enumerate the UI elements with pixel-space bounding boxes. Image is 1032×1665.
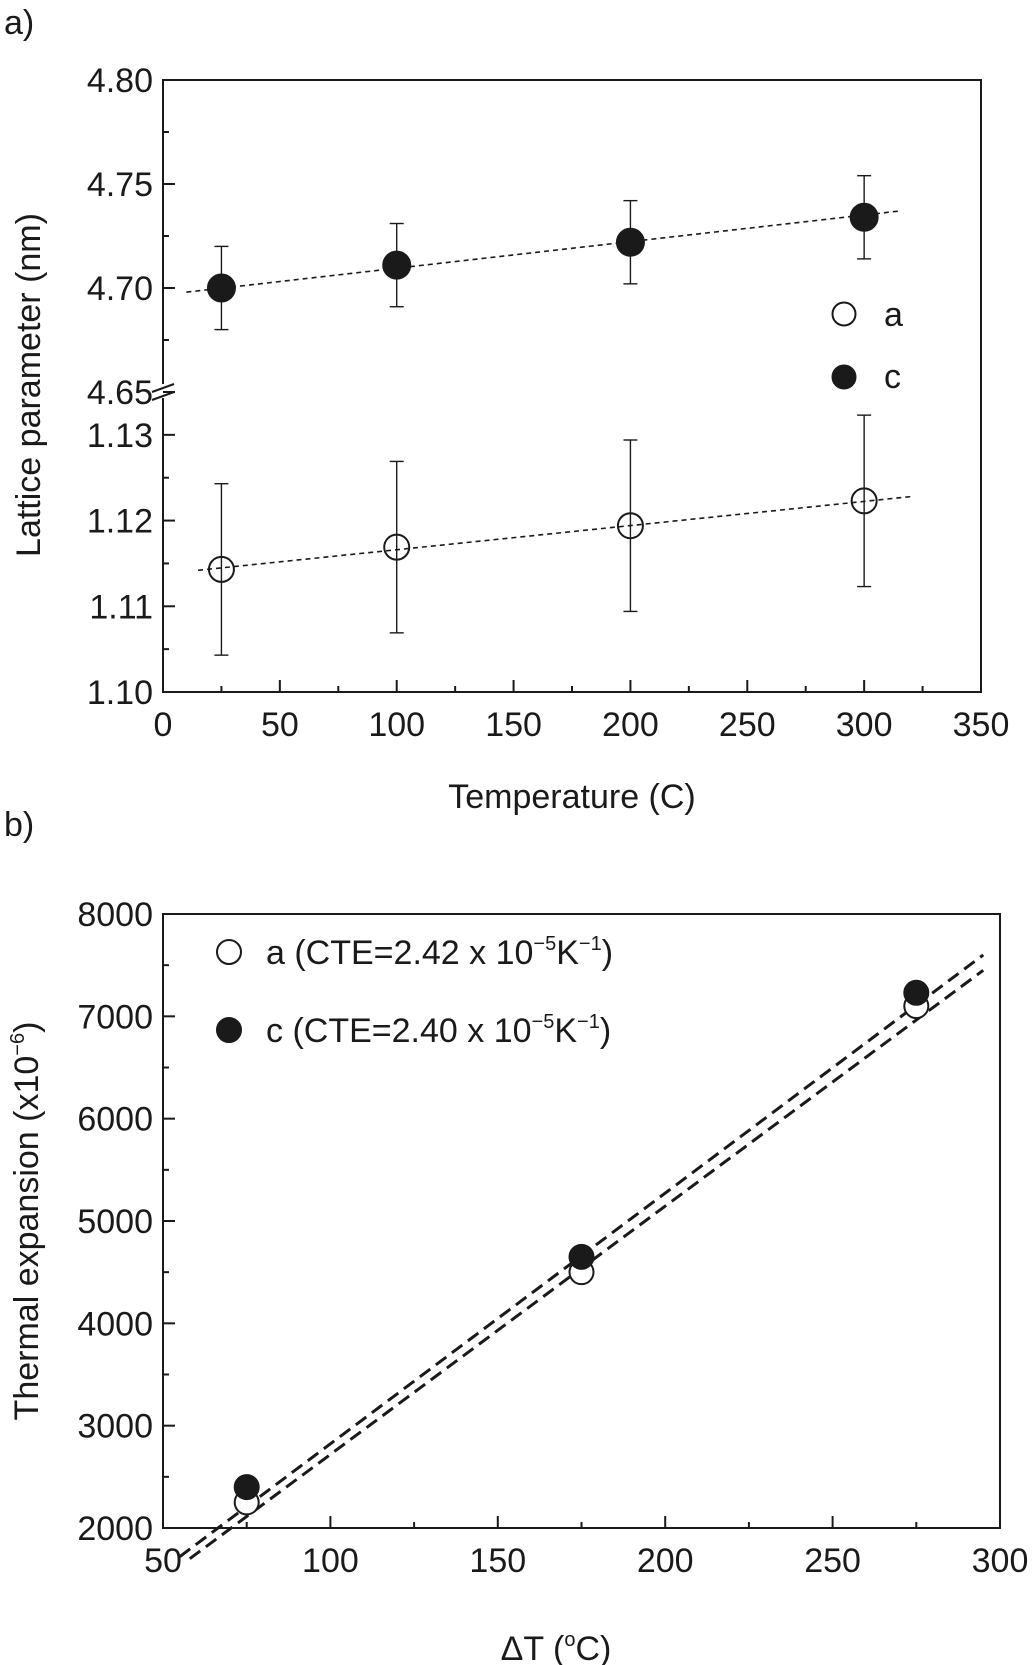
b-fit-line-a [188,969,985,1560]
a-point-a-1 [383,533,411,561]
panel-a-error-bars [214,174,872,656]
b-x-tick-label-2: 150 [469,1542,526,1580]
panel-a: a) 4.65 4.70 4.75 4.80 1.10 1.11 1.12 1.13 0 50… [4,4,1009,816]
b-y-tick-label-0: 2000 [77,1510,153,1548]
a-fit-line-c [186,210,900,293]
a-x-tick-label-0: 0 [154,706,173,744]
panel-a-label: a) [4,4,34,42]
a-point-c-1 [382,250,412,280]
b-x-tick-label-3: 200 [637,1542,694,1580]
panel-a-legend: a c [831,296,903,396]
a-x-tick-label-4: 200 [602,706,659,744]
a-point-c-2 [615,227,645,257]
panel-b-plot-frame [162,913,1001,1529]
b-point-c-0 [233,1474,260,1501]
b-y-tick-label-4: 6000 [77,1101,153,1139]
a-y-tick-label-lower-2: 1.12 [87,503,153,541]
a-point-a-0 [207,555,235,583]
b-point-c-2 [903,979,930,1006]
panel-b: b) 2000 3000 4000 5000 6000 7000 8000 50 100 150… [4,806,1028,1665]
panel-b-label: b) [4,806,34,844]
panel-b-points [233,979,930,1516]
a-x-tick-label-5: 250 [719,706,776,744]
a-y-tick-label-upper-3: 4.80 [87,62,153,100]
panel-a-y-ticks-lower: 1.10 1.11 1.12 1.13 [87,391,175,712]
b-y-tick-label-3: 5000 [77,1203,153,1241]
a-x-tick-label-6: 300 [836,706,893,744]
b-x-tick-label-5: 300 [972,1542,1029,1580]
panel-b-x-axis-label: ΔT (oC) [501,1629,612,1665]
a-error-bar-a-3 [857,414,872,588]
panel-a-x-ticks: 0 50 100 150 200 250 300 350 [154,680,1010,744]
legend-marker-c-cte [216,1017,242,1043]
a-point-a-3 [850,487,878,515]
b-point-c-1 [568,1243,595,1270]
a-y-tick-label-lower-3: 1.13 [87,417,153,455]
a-y-tick-label-lower-0: 1.10 [87,674,153,712]
a-x-tick-label-7: 350 [953,706,1010,744]
a-error-bar-a-0 [214,483,229,656]
panel-b-y-axis-label: Thermal expansion (x10−6) [7,1022,46,1421]
legend-label-a-cte: a (CTE=2.42 x 10−5K−1) [266,933,613,972]
legend-marker-a [831,301,857,327]
b-x-tick-label-4: 250 [804,1542,861,1580]
panel-a-plot-frame [162,79,982,693]
a-y-tick-label-lower-1: 1.11 [89,588,153,626]
legend-label-c-cte: c (CTE=2.40 x 10−5K−1) [266,1011,611,1050]
a-point-c-0 [206,273,236,303]
a-error-bar-a-2 [623,439,638,613]
panel-a-fit-lines [186,210,911,572]
panel-b-y-ticks: 2000 3000 4000 5000 6000 7000 8000 [77,896,175,1548]
a-point-a-2 [616,512,644,540]
a-fit-line-a [197,495,911,572]
a-y-tick-label-upper-2: 4.75 [87,166,153,204]
panel-a-y-axis-label: Lattice parameter (nm) [10,213,48,557]
a-y-tick-label-upper-1: 4.70 [87,270,153,308]
legend-label-a: a [884,296,903,334]
legend-marker-a-cte [216,939,242,965]
b-x-tick-label-1: 100 [302,1542,359,1580]
a-x-tick-label-2: 100 [368,706,425,744]
b-y-tick-label-6: 8000 [77,896,153,934]
a-y-tick-label-upper-0: 4.65 [87,374,153,412]
b-y-tick-label-2: 4000 [77,1305,153,1343]
b-y-tick-label-5: 7000 [77,998,153,1036]
panel-b-x-ticks: 50 100 150 200 250 300 [144,1516,1028,1580]
panel-b-legend: a (CTE=2.42 x 10−5K−1) c (CTE=2.40 x 10−… [216,933,613,1050]
a-point-c-3 [849,202,879,232]
a-x-tick-label-1: 50 [261,706,299,744]
panel-a-x-axis-label: Temperature (C) [448,778,696,816]
a-x-tick-label-3: 150 [485,706,542,744]
a-error-bar-a-1 [389,460,404,634]
panel-a-points [206,202,879,583]
b-y-tick-label-1: 3000 [77,1408,153,1446]
legend-label-c: c [884,358,901,396]
panel-a-y-ticks-upper: 4.65 4.70 4.75 4.80 [87,62,175,412]
b-x-tick-label-0: 50 [144,1542,182,1580]
legend-marker-c [831,364,857,390]
